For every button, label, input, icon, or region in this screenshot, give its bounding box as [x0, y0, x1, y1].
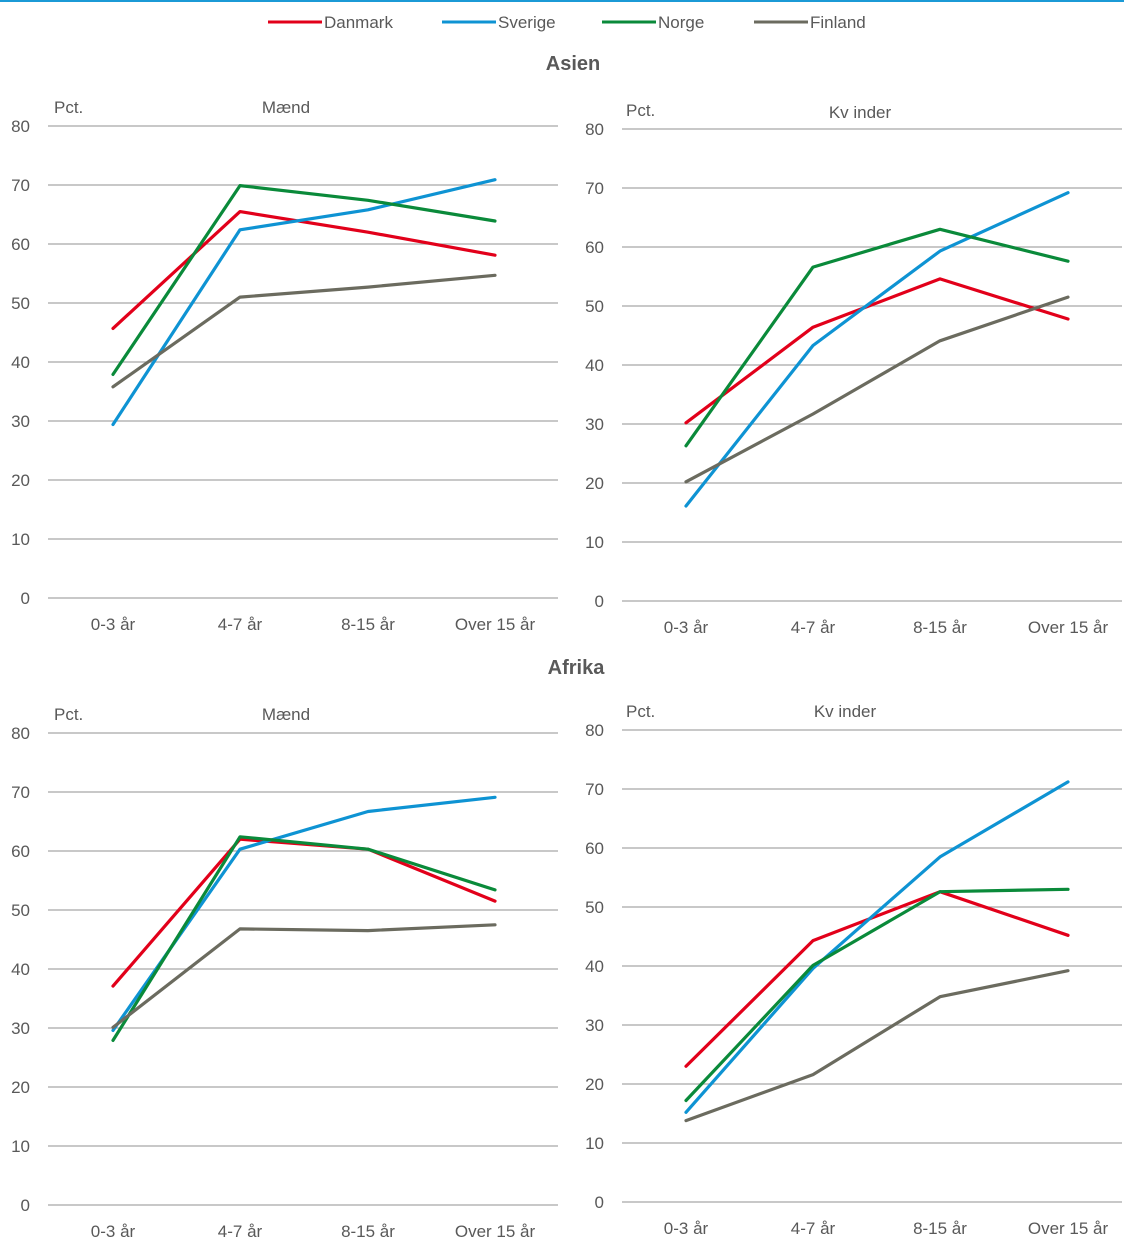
x-tick-label: 8-15 år [913, 618, 967, 637]
y-tick-label: 50 [11, 901, 30, 920]
series-line-norge [111, 835, 497, 1043]
y-axis-label: Pct. [54, 98, 83, 117]
y-tick-label: 40 [11, 960, 30, 979]
series-line-danmark [684, 277, 1070, 425]
series-line-norge [684, 887, 1070, 1103]
x-tick-label: Over 15 år [455, 1222, 536, 1238]
y-tick-label: 10 [11, 530, 30, 549]
x-tick-label: 4-7 år [218, 615, 263, 634]
legend-label-norge: Norge [658, 13, 704, 32]
series-line-sverige [111, 178, 497, 427]
chart-panel-2: 0 10 20 30 40 50 60 70 80 0-3 år 4-7 år 8-15 år Over… [585, 101, 1122, 637]
section-title-asien: Asien [546, 53, 600, 75]
legend-label-sverige: Sverige [498, 13, 556, 32]
chart-panel-3: 0 10 20 30 40 50 60 70 80 0-3 år 4-7 år 8-15 år Over… [11, 705, 558, 1238]
y-tick-label: 50 [585, 898, 604, 917]
legend-label-finland: Finland [810, 13, 866, 32]
panel-title: Mænd [262, 98, 310, 117]
y-tick-label: 10 [11, 1137, 30, 1156]
y-tick-label: 20 [585, 1075, 604, 1094]
series-line-sverige [111, 795, 497, 1033]
y-tick-label: 80 [11, 117, 30, 136]
x-tick-label: 8-15 år [341, 615, 395, 634]
y-tick-label: 20 [585, 474, 604, 493]
y-tick-label: 30 [585, 415, 604, 434]
y-tick-label: 80 [11, 724, 30, 743]
series-line-finland [111, 923, 497, 1030]
y-tick-label: 30 [585, 1016, 604, 1035]
x-tick-label: 4-7 år [218, 1222, 263, 1238]
y-axis-label: Pct. [54, 705, 83, 724]
x-tick-label: 0-3 år [91, 1222, 136, 1238]
y-tick-label: 0 [21, 1196, 30, 1215]
chart-panel-1: 0 10 20 30 40 50 60 70 80 0-3 år 4-7 år 8-15 år Over… [11, 98, 558, 634]
series-line-norge [684, 227, 1070, 448]
y-tick-label: 60 [585, 839, 604, 858]
y-tick-label: 70 [11, 176, 30, 195]
y-tick-label: 20 [11, 471, 30, 490]
x-tick-label: 8-15 år [913, 1219, 967, 1238]
y-tick-label: 50 [585, 297, 604, 316]
series-line-finland [684, 295, 1070, 484]
y-tick-label: 20 [11, 1078, 30, 1097]
x-tick-label: 0-3 år [91, 615, 136, 634]
y-tick-label: 40 [585, 356, 604, 375]
series-line-danmark [111, 210, 497, 330]
series-line-danmark [111, 837, 497, 988]
chart-panel-4: 0 10 20 30 40 50 60 70 80 0-3 år 4-7 år 8-15 år Over… [585, 702, 1122, 1238]
legend: Danmark Sverige Norge Finland [268, 13, 866, 32]
y-tick-label: 40 [585, 957, 604, 976]
legend-item-norge: Norge [602, 13, 704, 32]
legend-label-danmark: Danmark [324, 13, 393, 32]
x-tick-label: Over 15 år [1028, 1219, 1109, 1238]
x-tick-label: 0-3 år [664, 618, 709, 637]
y-tick-label: 60 [11, 842, 30, 861]
panel-title: Kv inder [829, 103, 892, 122]
y-tick-label: 30 [11, 412, 30, 431]
x-tick-label: 4-7 år [791, 1219, 836, 1238]
x-tick-label: Over 15 år [1028, 618, 1109, 637]
y-tick-label: 0 [595, 1193, 604, 1212]
y-tick-label: 80 [585, 721, 604, 740]
series-line-finland [684, 969, 1070, 1123]
y-tick-label: 30 [11, 1019, 30, 1038]
x-tick-label: 0-3 år [664, 1219, 709, 1238]
legend-item-sverige: Sverige [442, 13, 556, 32]
y-tick-label: 70 [585, 179, 604, 198]
y-tick-label: 40 [11, 353, 30, 372]
y-tick-label: 60 [585, 238, 604, 257]
chart-panels: 0 10 20 30 40 50 60 70 80 0-3 år 4-7 år 8-15 år Over… [11, 98, 1122, 1238]
y-axis-label: Pct. [626, 702, 655, 721]
y-tick-label: 10 [585, 533, 604, 552]
x-tick-label: 4-7 år [791, 618, 836, 637]
y-tick-label: 70 [11, 783, 30, 802]
y-tick-label: 60 [11, 235, 30, 254]
series-line-danmark [684, 890, 1070, 1068]
y-tick-label: 70 [585, 780, 604, 799]
legend-item-finland: Finland [754, 13, 866, 32]
y-tick-label: 10 [585, 1134, 604, 1153]
series-line-norge [111, 184, 497, 376]
x-tick-label: 8-15 år [341, 1222, 395, 1238]
series-line-sverige [684, 780, 1070, 1114]
legend-item-danmark: Danmark [268, 13, 393, 32]
y-tick-label: 50 [11, 294, 30, 313]
y-tick-label: 80 [585, 120, 604, 139]
top-rule [0, 0, 1124, 2]
section-title-afrika: Afrika [548, 657, 606, 679]
y-axis-label: Pct. [626, 101, 655, 120]
series-line-sverige [684, 191, 1070, 508]
y-tick-label: 0 [595, 592, 604, 611]
x-tick-label: Over 15 år [455, 615, 536, 634]
y-tick-label: 0 [21, 589, 30, 608]
panel-title: Mænd [262, 705, 310, 724]
panel-title: Kv inder [814, 702, 877, 721]
series-line-finland [111, 273, 497, 389]
